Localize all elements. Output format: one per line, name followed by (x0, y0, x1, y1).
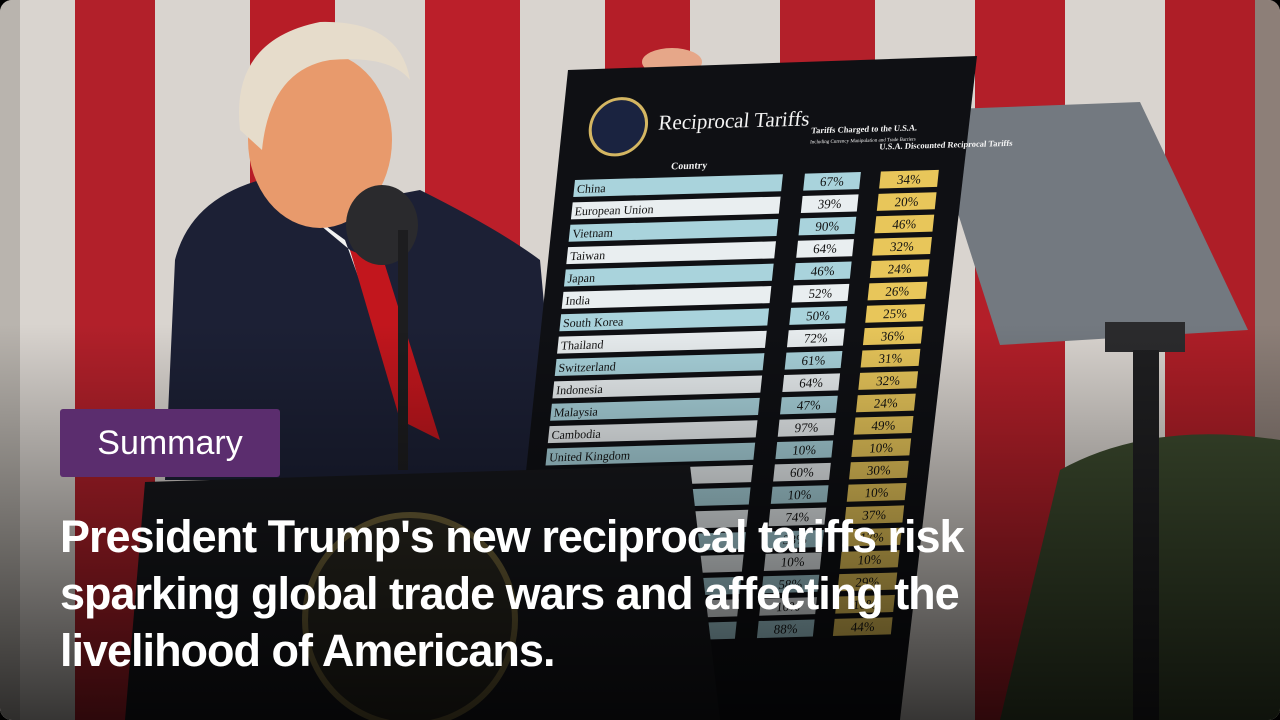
badge: Summary (60, 409, 280, 477)
headline: President Trump's new reciprocal tariffs… (60, 511, 965, 676)
